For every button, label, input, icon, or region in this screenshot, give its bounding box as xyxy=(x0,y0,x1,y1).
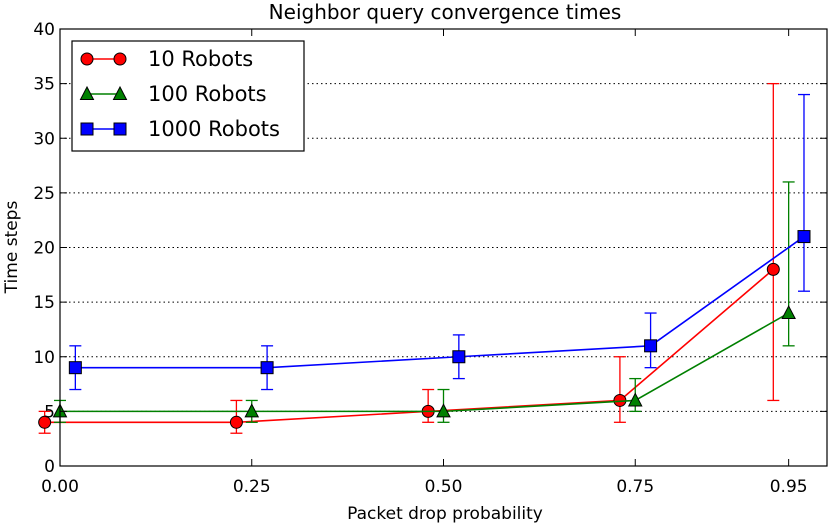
x-axis-label: Packet drop probability xyxy=(347,504,543,524)
legend-label-100-robots: 100 Robots xyxy=(148,82,267,106)
series-1000-robots xyxy=(68,93,811,391)
series-100-robots xyxy=(52,181,796,423)
x-tick-label: 0.50 xyxy=(425,477,463,497)
legend-marker-100-robots xyxy=(112,85,128,100)
data-point xyxy=(781,304,796,320)
y-tick-label: 5 xyxy=(44,402,55,422)
data-point xyxy=(68,361,82,375)
data-point xyxy=(644,339,658,353)
x-tick-label: 0.25 xyxy=(233,477,271,497)
legend-marker-10-robots xyxy=(113,52,127,66)
x-tick-label: 0.75 xyxy=(616,477,654,497)
y-tick-label: 0 xyxy=(44,457,55,477)
y-tick-label: 15 xyxy=(33,293,55,313)
axis-ticks: 0 5 10 15 20 25 30 35 40 0.00 0.25 0.50 0.75 0.95 xyxy=(33,20,827,497)
gridlines xyxy=(60,83,827,412)
data-point xyxy=(627,392,643,407)
series-layer xyxy=(38,82,811,434)
series-line xyxy=(60,312,790,413)
y-tick-label: 40 xyxy=(33,20,55,40)
x-tick-label: 0.95 xyxy=(770,477,808,497)
data-point xyxy=(797,230,811,244)
legend-label-1000-robots: 1000 Robots xyxy=(148,117,280,141)
data-point xyxy=(229,415,243,429)
data-point xyxy=(38,415,52,429)
legend-marker-1000-robots xyxy=(80,122,94,136)
data-point xyxy=(436,403,451,418)
y-tick-label: 20 xyxy=(33,239,55,259)
y-tick-label: 25 xyxy=(33,184,55,204)
legend-label-10-robots: 10 Robots xyxy=(148,47,253,71)
chart-title: Neighbor query convergence times xyxy=(269,0,622,24)
data-point xyxy=(766,262,780,276)
legend-marker-10-robots xyxy=(80,52,94,66)
legend-marker-1000-robots xyxy=(113,122,127,136)
x-tick-label: 0.00 xyxy=(41,477,79,497)
y-tick-label: 30 xyxy=(33,129,55,149)
series-line xyxy=(44,268,774,424)
data-point xyxy=(452,350,466,364)
legend-marker-100-robots xyxy=(79,85,95,100)
data-point xyxy=(260,361,274,375)
y-axis-label: Time steps xyxy=(2,201,22,295)
y-tick-label: 35 xyxy=(33,75,55,95)
data-point xyxy=(244,403,260,418)
y-tick-label: 10 xyxy=(33,348,55,368)
legend: 10 Robots 100 Robots 1000 Robots xyxy=(71,40,305,152)
